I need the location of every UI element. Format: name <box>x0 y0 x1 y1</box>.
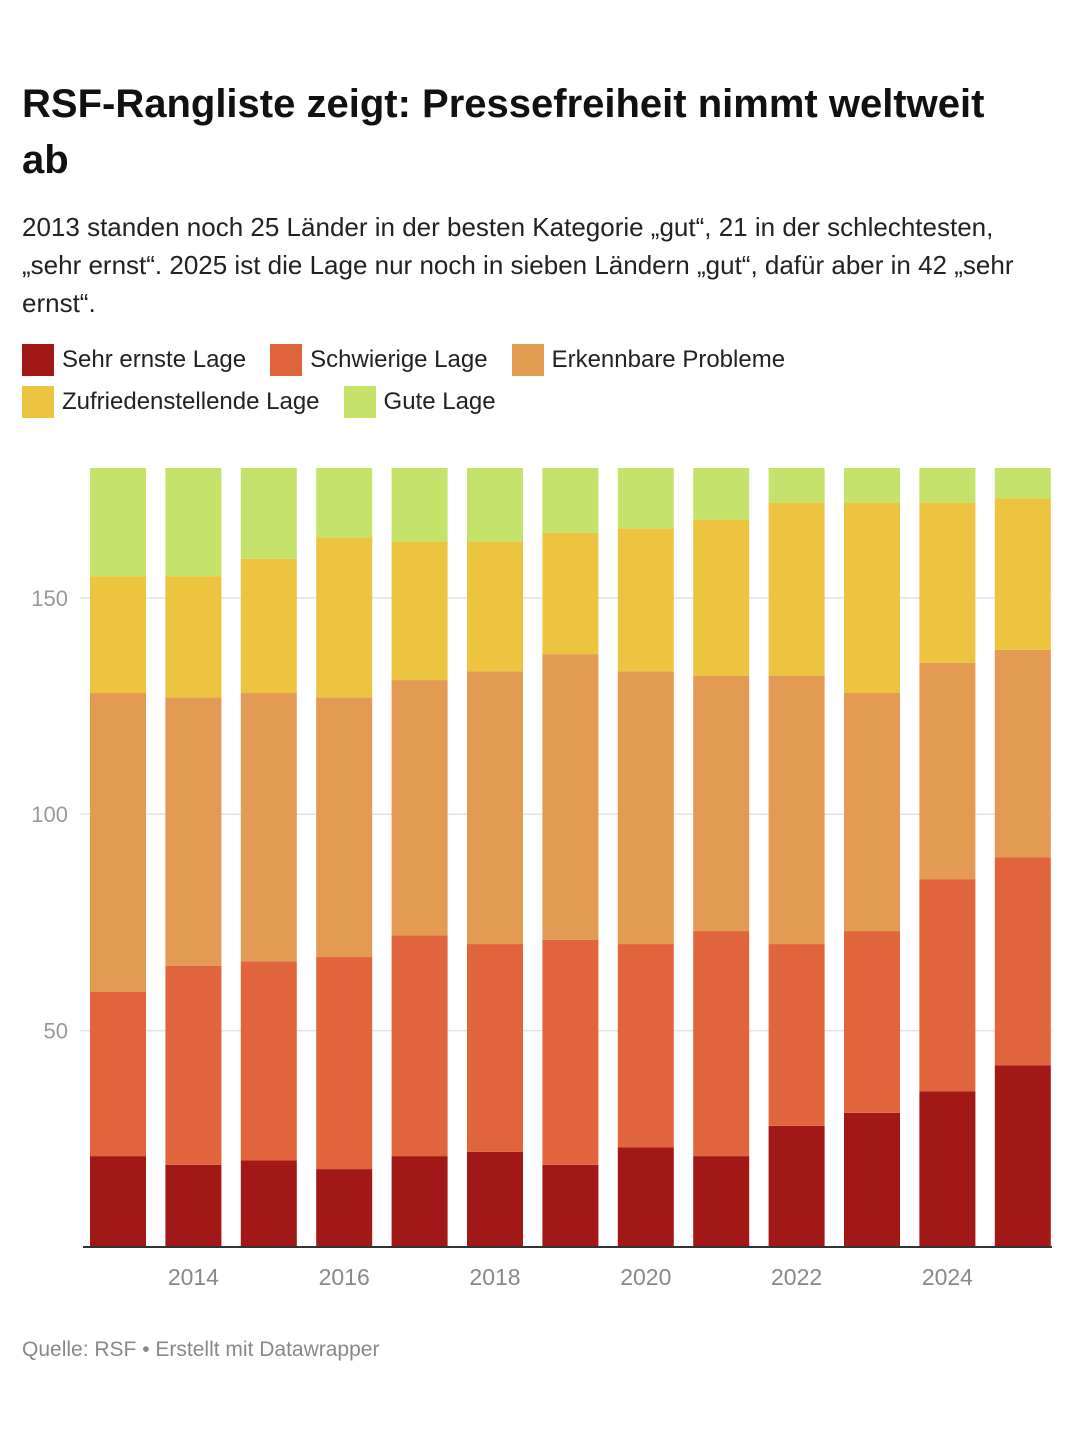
legend-label: Sehr ernste Lage <box>62 346 247 373</box>
source-footer: Quelle: RSF • Erstellt mit Datawrapper <box>22 1338 380 1361</box>
bar-segment <box>165 965 222 1165</box>
bar-segment <box>994 1065 1051 1247</box>
legend-item: Sehr ernste Lage <box>22 344 246 376</box>
bar-segment <box>165 1164 222 1247</box>
bar-segment <box>994 649 1051 858</box>
x-tick-label: 2016 <box>319 1264 370 1290</box>
bar-segment <box>316 468 373 538</box>
x-tick-label: 2022 <box>771 1264 822 1290</box>
stacked-bar-chart: 50 100 150 2014 2016 2018 2020 2022 2024 <box>31 468 1052 1290</box>
bar-segment <box>165 576 222 698</box>
legend: Sehr ernste Lage Schwierige Lage Erkennbar… <box>22 344 1022 418</box>
legend-swatch <box>270 344 303 376</box>
legend-label: Schwierige Lage <box>310 346 488 373</box>
x-tick-label: 2014 <box>168 1264 219 1290</box>
bar-segment <box>693 519 750 676</box>
legend-item: Zufriedenstellende Lage <box>22 386 320 418</box>
bar-segment <box>994 468 1051 499</box>
bar-segment <box>768 468 825 503</box>
bar-segment <box>617 468 674 529</box>
bar-segment <box>693 1156 750 1247</box>
legend-item: Erkennbare Probleme <box>511 344 786 376</box>
bar-segment <box>994 498 1051 650</box>
y-tick-label: 50 <box>44 1019 68 1044</box>
bar-segment <box>316 697 373 958</box>
legend-item: Schwierige Lage <box>270 344 488 376</box>
bar-segment <box>90 1156 146 1247</box>
bar-segment <box>844 502 900 694</box>
bar-segment <box>768 502 825 676</box>
bar-segment <box>617 528 674 672</box>
bar-segment <box>165 697 222 966</box>
bar-segment <box>844 468 900 503</box>
bar-segment <box>316 537 373 698</box>
legend-label: Gute Lage <box>383 388 496 415</box>
bar-segment <box>542 532 599 655</box>
bar-segment <box>768 1125 825 1247</box>
bar-segment <box>391 468 448 542</box>
bar-segment <box>240 1160 297 1247</box>
chart-title: RSF-Rangliste zeigt: Pressefreiheit nimm… <box>22 82 985 182</box>
legend-swatch <box>22 386 54 418</box>
bar-segment <box>90 468 146 577</box>
bar-segment <box>240 961 297 1161</box>
bar-segment <box>617 1147 674 1247</box>
legend-swatch <box>22 344 54 376</box>
legend-swatch <box>343 386 376 418</box>
bar-segment <box>391 680 448 936</box>
bar-segment <box>919 468 976 503</box>
bar-segment <box>542 1164 599 1247</box>
bar-segment <box>919 502 976 663</box>
bar-segment <box>240 468 297 559</box>
bar-segment <box>467 944 523 1152</box>
bar-segment <box>919 879 976 1092</box>
x-tick-label: 2024 <box>922 1264 973 1290</box>
bar-segment <box>391 935 448 1157</box>
bar-segment <box>90 693 146 992</box>
bar-segment <box>240 558 297 694</box>
bar-segment <box>617 671 674 945</box>
legend-label: Zufriedenstellende Lage <box>62 388 320 415</box>
bar-segment <box>467 468 523 542</box>
bar-segment <box>542 468 599 533</box>
bar-segment <box>467 541 523 672</box>
bar-segment <box>844 931 900 1113</box>
bar-segment <box>467 1151 523 1247</box>
legend-item: Gute Lage <box>343 386 496 418</box>
bar-segment <box>919 662 976 880</box>
bar-segment <box>90 576 146 694</box>
bar-segment <box>919 1091 976 1247</box>
bar-segment <box>994 857 1051 1066</box>
x-tick-label: 2018 <box>469 1264 520 1290</box>
legend-label: Erkennbare Probleme <box>551 346 786 373</box>
legend-swatch <box>511 344 544 376</box>
bar-segment <box>542 654 599 940</box>
bar-segment <box>768 675 825 945</box>
bar-segment <box>768 944 825 1126</box>
bar-segment <box>542 939 599 1165</box>
bar-segment <box>693 931 750 1157</box>
bar-segment <box>90 991 146 1157</box>
bar-segment <box>240 693 297 962</box>
bar-segment <box>467 671 523 945</box>
bar-segment <box>844 693 900 932</box>
bar-segment <box>617 944 674 1148</box>
y-tick-label: 100 <box>31 802 68 827</box>
bar-segment <box>693 468 750 520</box>
chart-subtitle: 2013 standen noch 25 Länder in der beste… <box>22 212 1014 318</box>
bar-segment <box>165 468 222 577</box>
bar-segment <box>391 541 448 681</box>
bar-segment <box>391 1156 448 1247</box>
bar-segment <box>693 675 750 932</box>
bar-segment <box>844 1112 900 1247</box>
bar-segment <box>316 1169 373 1247</box>
x-tick-label: 2020 <box>620 1264 671 1290</box>
y-tick-label: 150 <box>31 586 68 611</box>
bar-segment <box>316 957 373 1170</box>
